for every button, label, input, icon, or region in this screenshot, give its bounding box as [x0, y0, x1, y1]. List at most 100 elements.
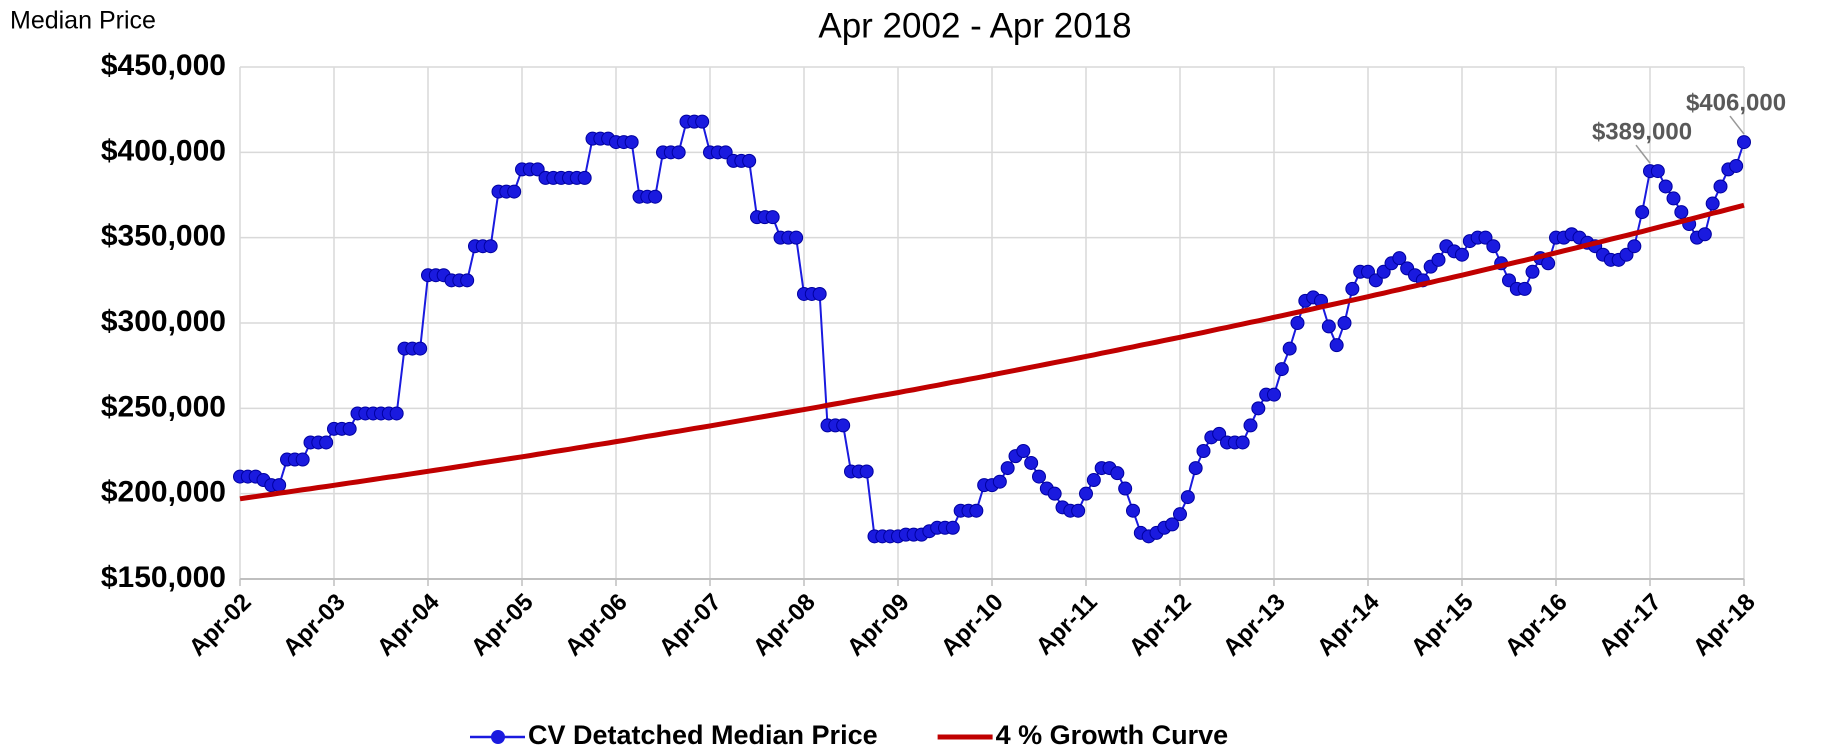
data-point [992, 474, 1007, 489]
x-tick-label: Apr-04 [372, 588, 445, 661]
x-tick-label: Apr-15 [1406, 589, 1479, 662]
data-point [1251, 401, 1266, 416]
data-point [319, 435, 334, 450]
data-point [1274, 362, 1289, 377]
legend-label: CV Detatched Median Price [528, 720, 878, 750]
data-label: $389,000 [1592, 118, 1692, 145]
legend-marker [491, 730, 505, 744]
y-tick-label: $400,000 [101, 134, 226, 167]
data-point [1165, 517, 1180, 532]
data-point [1282, 341, 1297, 356]
data-point [1126, 503, 1140, 518]
data-point [859, 464, 874, 479]
x-tick-label: Apr-16 [1500, 589, 1573, 662]
series-line [239, 202, 1745, 502]
data-point [1290, 316, 1305, 330]
data-point [1329, 338, 1344, 353]
data-point [577, 170, 592, 185]
x-tick-label: Apr-09 [842, 589, 915, 662]
data-point [836, 418, 851, 433]
data-point [648, 189, 663, 204]
data-point [1431, 252, 1446, 267]
data-point [1235, 435, 1250, 450]
data-point [671, 145, 686, 160]
x-tick-label: Apr-11 [1031, 589, 1103, 661]
data-point [1086, 473, 1101, 488]
data-point [1486, 239, 1501, 254]
data-point [1000, 461, 1015, 476]
data-point [342, 421, 357, 436]
data-point [460, 273, 475, 288]
data-point [1705, 196, 1720, 211]
x-tick-label: Apr-13 [1218, 589, 1291, 662]
data-point [765, 210, 780, 225]
data-point [1713, 179, 1728, 194]
data-point [389, 406, 404, 421]
data-point [1024, 455, 1039, 470]
data-point [624, 135, 639, 150]
data-point [1635, 205, 1650, 220]
x-tick-label: Apr-03 [278, 589, 351, 662]
data-point [413, 341, 428, 356]
data-point [1110, 466, 1125, 481]
x-tick-label: Apr-18 [1688, 589, 1761, 662]
x-tick-label: Apr-08 [748, 589, 821, 662]
y-tick-label: $450,000 [101, 49, 226, 82]
x-tick-label: Apr-10 [936, 589, 1009, 662]
y-axis-label: Median Price [10, 7, 156, 35]
x-tick-label: Apr-02 [184, 589, 257, 662]
data-point [1196, 444, 1211, 458]
data-point [742, 153, 757, 168]
data-point [1188, 461, 1203, 476]
data-point [1180, 490, 1195, 505]
data-point [1173, 507, 1187, 522]
data-point [1517, 281, 1532, 296]
y-tick-label: $200,000 [101, 476, 226, 509]
data-point [1455, 247, 1469, 262]
data-point [1016, 444, 1031, 458]
data-point [483, 239, 498, 254]
data-point [1118, 481, 1133, 496]
data-point [1729, 158, 1744, 173]
data-point [789, 230, 804, 245]
chart-subtitle: Apr 2002 - Apr 2018 [818, 6, 1131, 45]
data-point [1658, 179, 1673, 194]
x-tick-label: Apr-12 [1124, 589, 1197, 662]
data-point [1337, 316, 1352, 330]
data-point [1697, 227, 1712, 242]
data-point [1345, 281, 1360, 296]
data-point [272, 478, 287, 493]
data-point [1047, 486, 1062, 501]
data-point [1541, 256, 1556, 271]
x-tick-label: Apr-14 [1312, 588, 1385, 661]
data-point [1392, 251, 1407, 266]
data-point [1737, 135, 1751, 150]
data-point [1071, 503, 1086, 518]
label-leader [1635, 144, 1651, 164]
y-tick-label: $300,000 [101, 305, 226, 338]
legend-label: 4 % Growth Curve [996, 720, 1229, 750]
y-tick-label: $350,000 [101, 220, 226, 253]
label-leader [1729, 115, 1745, 135]
data-point [1032, 469, 1046, 484]
data-point [1627, 239, 1642, 254]
data-point [295, 452, 310, 467]
data-point [695, 114, 710, 129]
y-tick-label: $250,000 [101, 390, 226, 423]
data-point [969, 503, 984, 518]
data-point [1674, 205, 1689, 220]
x-tick-label: Apr-17 [1594, 589, 1667, 662]
data-point [1525, 264, 1540, 279]
data-point [812, 286, 827, 301]
y-tick-label: $150,000 [101, 561, 226, 594]
data-point [1650, 164, 1665, 179]
data-point [1079, 486, 1093, 501]
data-point [945, 520, 960, 535]
x-tick-label: Apr-06 [560, 589, 633, 662]
data-point [1243, 418, 1258, 433]
data-point [1321, 319, 1336, 334]
x-tick-label: Apr-05 [466, 589, 539, 662]
x-tick-label: Apr-07 [654, 589, 727, 662]
data-point [507, 184, 522, 199]
